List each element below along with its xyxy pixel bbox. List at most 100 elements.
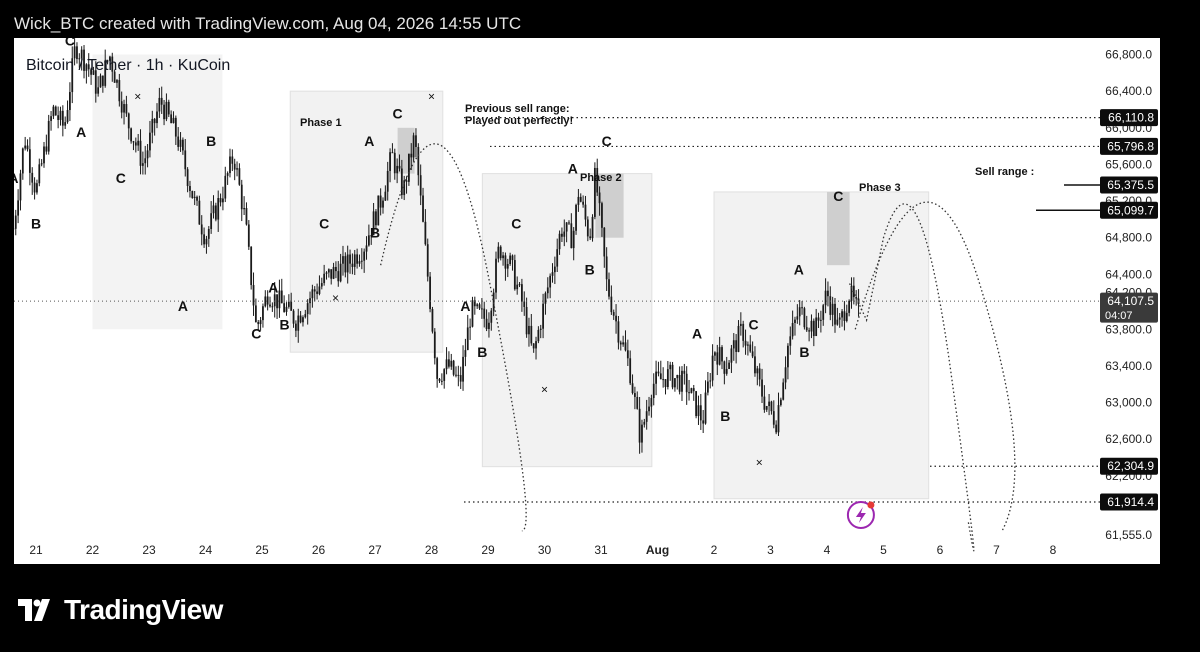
candle-body bbox=[582, 201, 585, 205]
candle-body bbox=[577, 196, 580, 205]
phase-box bbox=[289, 90, 444, 353]
candle-body bbox=[586, 219, 589, 237]
candle-body bbox=[278, 290, 281, 309]
candle-body bbox=[436, 358, 439, 379]
wave-label: C bbox=[65, 38, 75, 48]
candle-body bbox=[182, 139, 184, 151]
candle-body bbox=[299, 315, 302, 323]
candle-body bbox=[304, 314, 307, 318]
candle-body bbox=[714, 352, 716, 356]
candle-body bbox=[485, 318, 488, 330]
wave-label: B bbox=[31, 216, 41, 232]
candle-body bbox=[765, 406, 768, 410]
wave-label: A bbox=[364, 133, 374, 149]
candle-body bbox=[184, 150, 187, 170]
chart-panel[interactable]: C A B A C A B A C B C B A C A B C A B C A B C A B C × × × × × 66,800.0… bbox=[14, 38, 1160, 564]
candle-body bbox=[711, 355, 714, 381]
candle-body bbox=[772, 411, 775, 425]
candle-body bbox=[782, 382, 785, 400]
candle-body bbox=[280, 290, 283, 304]
candle-body bbox=[127, 113, 130, 129]
candle-body bbox=[431, 309, 434, 332]
price-tag-label: 62,304.9 bbox=[1107, 459, 1154, 473]
wave-label: A bbox=[794, 261, 804, 277]
x-tick-label: 24 bbox=[199, 543, 213, 557]
candle-body bbox=[770, 401, 773, 412]
x-tick-label: Aug bbox=[646, 543, 669, 557]
candle-body bbox=[262, 306, 264, 321]
candle-body bbox=[624, 342, 627, 351]
candle-body bbox=[207, 228, 210, 239]
candle-body bbox=[38, 164, 41, 184]
wave-label: B bbox=[370, 225, 380, 241]
candle-body bbox=[758, 368, 761, 380]
candle-body bbox=[363, 251, 366, 261]
candle-body bbox=[664, 379, 667, 388]
candle-body bbox=[650, 398, 653, 407]
price-tag-label: 65,375.5 bbox=[1107, 178, 1154, 192]
candle-body bbox=[699, 405, 702, 421]
candle-body bbox=[855, 297, 858, 299]
candle-body bbox=[64, 122, 67, 126]
candle-body bbox=[372, 211, 375, 236]
candle-body bbox=[149, 132, 151, 151]
candle-body bbox=[144, 158, 147, 164]
candle-body bbox=[476, 304, 479, 307]
candle-body bbox=[784, 367, 787, 383]
candle-body bbox=[335, 266, 337, 272]
y-tick-label: 66,400.0 bbox=[1105, 84, 1152, 98]
projection-arc bbox=[854, 201, 1016, 532]
price-chart[interactable]: C A B A C A B A C B C B A C A B C A B C A B C A B C × × × × × 66,800.0… bbox=[14, 38, 1160, 564]
candle-body bbox=[537, 329, 540, 342]
candle-body bbox=[706, 381, 709, 393]
candle-body bbox=[678, 374, 681, 392]
candle-body bbox=[546, 287, 549, 294]
candle-body bbox=[464, 350, 467, 357]
candle-body bbox=[681, 370, 683, 392]
candle-body bbox=[243, 208, 246, 210]
candle-body bbox=[113, 71, 116, 83]
candle-body bbox=[21, 148, 24, 174]
candle-body bbox=[659, 373, 662, 380]
candle-body bbox=[775, 424, 778, 433]
candle-body bbox=[732, 340, 735, 349]
candle-body bbox=[191, 190, 194, 198]
candle-body bbox=[648, 406, 650, 412]
candle-body bbox=[400, 168, 403, 196]
candle-body bbox=[356, 254, 359, 264]
candle-body bbox=[158, 97, 161, 112]
candle-body bbox=[205, 238, 208, 245]
candle-body bbox=[655, 371, 657, 384]
candle-body bbox=[805, 327, 808, 331]
candle-body bbox=[283, 303, 286, 312]
candle-body bbox=[768, 401, 770, 407]
candle-body bbox=[471, 300, 474, 327]
candle-body bbox=[744, 340, 747, 346]
candle-body bbox=[17, 200, 20, 216]
wave-label: B bbox=[585, 261, 595, 277]
candle-body bbox=[47, 120, 50, 152]
candle-body bbox=[716, 352, 719, 365]
candle-body bbox=[605, 256, 608, 280]
candle-body bbox=[777, 405, 780, 433]
cross-mark: × bbox=[332, 291, 339, 305]
candle-body bbox=[754, 356, 756, 374]
candle-body bbox=[506, 264, 509, 269]
candle-body bbox=[789, 336, 792, 346]
wave-label: C bbox=[748, 316, 758, 332]
candle-body bbox=[568, 222, 570, 224]
candle-body bbox=[483, 308, 486, 319]
candle-body bbox=[109, 56, 111, 61]
wave-label: A bbox=[568, 161, 578, 177]
wave-label: C bbox=[116, 170, 126, 186]
candle-body bbox=[231, 156, 234, 164]
candle-body bbox=[662, 379, 665, 381]
candle-body bbox=[382, 200, 384, 208]
candle-body bbox=[674, 378, 676, 388]
lightning-bolt-icon bbox=[855, 507, 866, 523]
candle-body bbox=[695, 391, 698, 417]
candle-body bbox=[28, 149, 31, 173]
candle-body bbox=[94, 70, 97, 94]
price-tag-label: 64,107.5 bbox=[1107, 294, 1154, 308]
candle-body bbox=[652, 383, 655, 399]
